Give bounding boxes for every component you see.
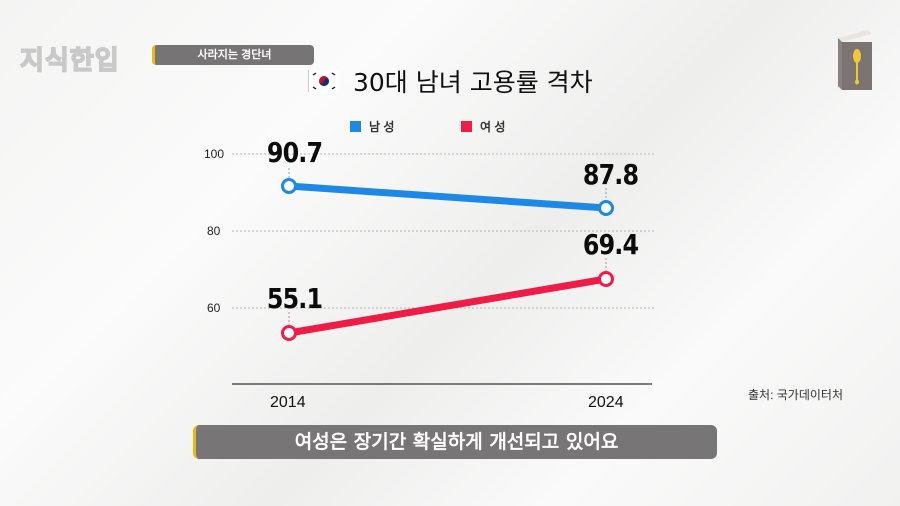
channel-logo: 지식한입 (19, 45, 120, 77)
legend-swatch-blue (350, 121, 361, 132)
female-series-line (288, 275, 607, 337)
data-label-female-2014: 55.1 (266, 282, 323, 315)
y-tick: 100 (204, 147, 225, 161)
legend-label: 여 성 (480, 120, 506, 134)
book-with-spoon-icon (832, 28, 876, 95)
data-label-male-2024: 87.8 (582, 158, 639, 191)
data-label-female-2024: 69.4 (582, 228, 639, 261)
topic-label: 사라지는 경단녀 (152, 45, 314, 65)
legend-male: 남 성 (350, 118, 394, 135)
y-tick: 80 (207, 224, 221, 238)
x-tick: 2024 (588, 394, 624, 411)
data-label-male-2014: 90.7 (266, 136, 323, 169)
chart-title: 30대 남녀 고용률 격차 (308, 64, 593, 98)
male-series-line (288, 182, 607, 212)
source-note: 출처: 국가데이터처 (748, 388, 843, 402)
korea-flag-icon (308, 70, 339, 92)
legend-female: 여 성 (461, 118, 505, 135)
legend-label: 남 성 (369, 120, 395, 134)
legend-swatch-red (461, 121, 472, 132)
x-tick: 2014 (270, 394, 306, 411)
y-tick: 60 (207, 301, 221, 315)
title-text: 30대 남녀 고용률 격차 (353, 68, 593, 97)
subtitle-caption: 여성은 장기간 확실하게 개선되고 있어요 (193, 425, 717, 459)
